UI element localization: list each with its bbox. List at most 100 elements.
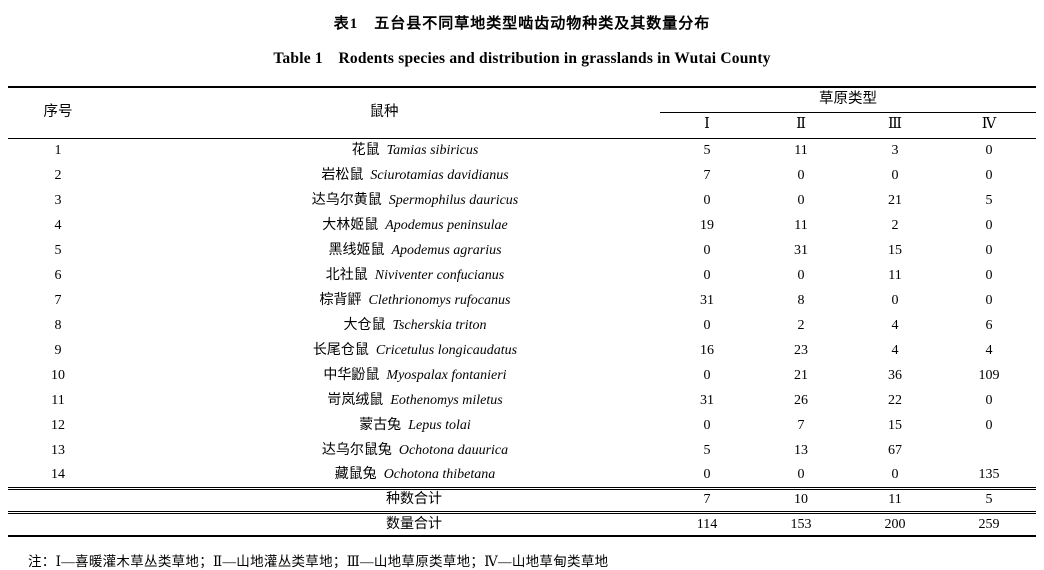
count-cell-1: 0 <box>703 467 711 483</box>
count-cell-4: 0 <box>985 242 993 258</box>
species-total-value-4: 5 <box>942 486 1036 512</box>
count-cell-3: 67 <box>888 442 902 458</box>
count-cell-2: 26 <box>794 392 808 408</box>
count-cell-4: 0 <box>985 292 993 308</box>
count-cell-3: 36 <box>888 367 902 383</box>
species-cell: 长尾仓鼠 Cricetulus longicaudatus <box>108 338 660 363</box>
count-cell-2: 21 <box>794 367 808 383</box>
species-name-cn: 岩松鼠 <box>321 167 364 183</box>
count-cell-3: 22 <box>888 392 902 408</box>
table-title-cn: 表1 五台县不同草地类型啮齿动物种类及其数量分布 <box>333 16 711 32</box>
count-cell-1: 5 <box>703 143 711 159</box>
count-cell-4: 0 <box>985 392 993 408</box>
quantity-total-value-1: 114 <box>660 510 754 536</box>
table-row: 3 达乌尔黄鼠 Spermophilus dauricus 0 0 21 5 <box>8 188 1036 213</box>
table-row: 11 岢岚绒鼠 Eothenomys miletus 31 26 22 0 <box>8 388 1036 413</box>
table-row: 6 北社鼠 Niviventer confucianus 0 0 11 0 <box>8 263 1036 288</box>
species-name-latin: Tamias sibiricus <box>386 143 479 159</box>
species-cell: 岢岚绒鼠 Eothenomys miletus <box>108 388 660 413</box>
row-no-cell: 9 <box>54 342 62 358</box>
species-name-latin: Myospalax fontanieri <box>386 367 507 383</box>
species-name-cn: 棕背䶄 <box>319 292 362 308</box>
count-cell-1: 31 <box>700 292 714 308</box>
table-row: 5 黑线姬鼠 Apodemus agrarius 0 31 15 0 <box>8 238 1036 263</box>
count-cell-4: 0 <box>985 267 993 283</box>
count-cell-2: 11 <box>794 143 808 159</box>
species-name-cn: 黑线姬鼠 <box>328 242 385 258</box>
subcol-header-3: Ⅲ <box>888 116 902 133</box>
row-no-cell: 3 <box>54 192 62 208</box>
species-cell: 大仓鼠 Tscherskia triton <box>108 313 660 338</box>
count-cell-2: 23 <box>794 342 808 358</box>
species-name-cn: 达乌尔鼠兔 <box>321 442 392 458</box>
species-name-latin: Tscherskia triton <box>392 317 487 333</box>
col-species-header: 鼠种 <box>369 103 399 120</box>
species-name-cn: 达乌尔黄鼠 <box>311 192 382 208</box>
species-name-cn: 蒙古兔 <box>359 417 402 433</box>
row-no-cell: 6 <box>54 267 62 283</box>
count-cell-3: 11 <box>888 267 902 283</box>
count-cell-2: 0 <box>797 192 805 208</box>
row-no-cell: 4 <box>54 217 62 233</box>
quantity-total-value-3: 200 <box>848 510 942 536</box>
count-cell-1: 0 <box>703 417 711 433</box>
species-cell: 中华鼢鼠 Myospalax fontanieri <box>108 363 660 388</box>
count-cell-4: 0 <box>985 217 993 233</box>
count-cell-3: 3 <box>891 143 899 159</box>
header-row-2: Ⅰ Ⅱ Ⅲ Ⅳ <box>8 112 1036 138</box>
count-cell-1: 19 <box>700 217 714 233</box>
count-cell-3: 15 <box>888 417 902 433</box>
quantity-total-value-2: 153 <box>754 510 848 536</box>
count-cell-4: 0 <box>985 143 993 159</box>
species-cell: 达乌尔鼠兔 Ochotona dauurica <box>108 438 660 463</box>
count-cell-1: 16 <box>700 342 714 358</box>
row-no-cell: 14 <box>51 467 65 483</box>
species-cell: 岩松鼠 Sciurotamias davidianus <box>108 163 660 188</box>
count-cell-3: 0 <box>891 292 899 308</box>
row-no-cell: 13 <box>51 442 65 458</box>
row-no-cell: 11 <box>51 392 65 408</box>
count-cell-1: 0 <box>703 242 711 258</box>
quantity-total-value-4: 259 <box>942 510 1036 536</box>
count-cell-2: 7 <box>797 417 805 433</box>
col-grassland-type-header: 草原类型 <box>660 87 1036 113</box>
species-cell: 花鼠 Tamias sibiricus <box>108 138 660 163</box>
subcol-header-2: Ⅱ <box>796 116 806 133</box>
count-cell-2: 13 <box>794 442 808 458</box>
count-cell-2: 31 <box>794 242 808 258</box>
species-total-value-1: 7 <box>660 486 754 512</box>
row-no-cell: 8 <box>54 317 62 333</box>
species-name-latin: Niviventer confucianus <box>374 267 505 283</box>
count-cell-3: 21 <box>888 192 902 208</box>
quantity-total-label: 数量合计 <box>8 510 660 536</box>
species-name-cn: 长尾仓鼠 <box>312 342 369 358</box>
subcol-header-1: Ⅰ <box>704 116 710 133</box>
count-cell-2: 0 <box>797 467 805 483</box>
count-cell-1: 31 <box>700 392 714 408</box>
table-row: 8 大仓鼠 Tscherskia triton 0 2 4 6 <box>8 313 1036 338</box>
count-cell-2: 11 <box>794 217 808 233</box>
species-name-cn: 岢岚绒鼠 <box>327 392 384 408</box>
row-no-cell: 7 <box>54 292 62 308</box>
rodents-table: 序号 鼠种 草原类型 Ⅰ Ⅱ Ⅲ Ⅳ 1 花鼠 Tamias sibiricus … <box>8 86 1036 537</box>
species-cell: 蒙古兔 Lepus tolai <box>108 413 660 438</box>
table-row: 13 达乌尔鼠兔 Ochotona dauurica 5 13 67 <box>8 438 1036 463</box>
count-cell-2: 0 <box>797 167 805 183</box>
subcol-header-4: Ⅳ <box>981 116 997 133</box>
quantity-total-row: 数量合计 114 153 200 259 <box>8 510 1036 536</box>
count-cell-1: 0 <box>703 192 711 208</box>
col-no-header: 序号 <box>43 103 73 120</box>
count-cell-4: 5 <box>985 192 993 208</box>
count-cell-4 <box>942 438 1036 463</box>
count-cell-4: 0 <box>985 167 993 183</box>
count-cell-4: 135 <box>978 467 1000 483</box>
table-row: 4 大林姬鼠 Apodemus peninsulae 19 11 2 0 <box>8 213 1036 238</box>
species-name-latin: Lepus tolai <box>408 417 471 433</box>
species-name-cn: 藏鼠兔 <box>334 467 377 483</box>
species-name-latin: Cricetulus longicaudatus <box>375 342 518 358</box>
count-cell-2: 0 <box>797 267 805 283</box>
species-total-value-3: 11 <box>848 486 942 512</box>
totals-rows: 种数合计 7 10 11 5 数量合计 114 153 200 259 <box>8 486 1036 536</box>
species-cell: 北社鼠 Niviventer confucianus <box>108 263 660 288</box>
